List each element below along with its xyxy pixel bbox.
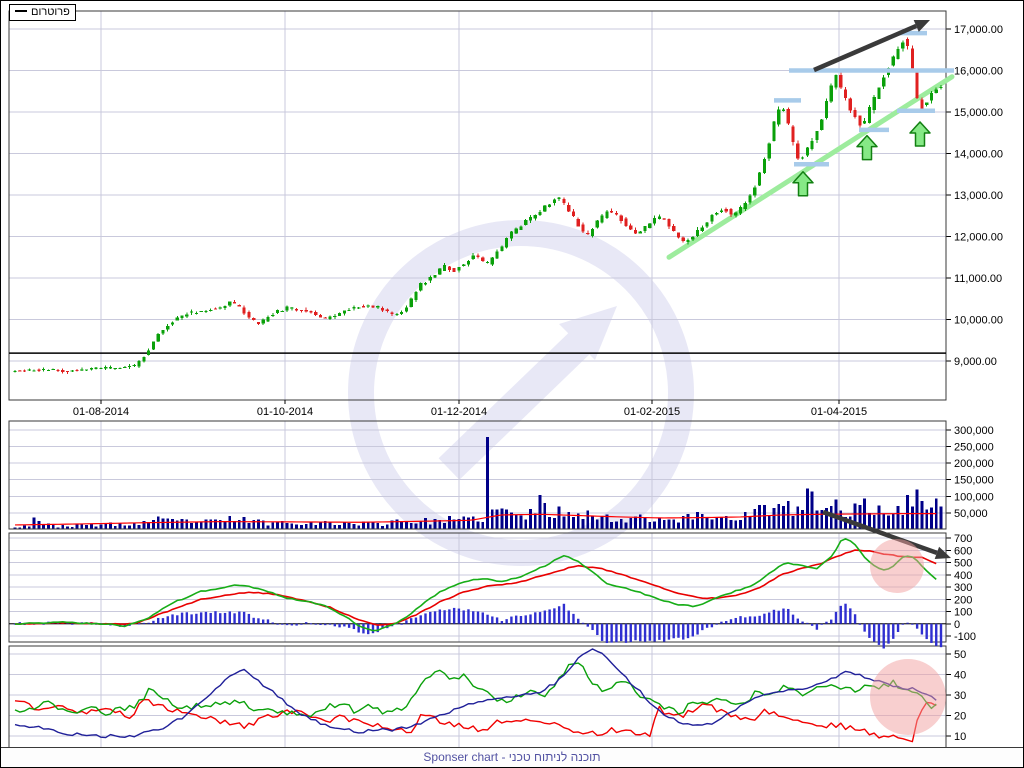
plus-di-line	[14, 662, 937, 718]
tick-label: 100,000	[954, 491, 994, 503]
tick-label: 10	[954, 731, 966, 743]
candlestick-series	[13, 37, 943, 374]
tick-label: 400	[954, 570, 972, 582]
tick-label: 20	[954, 711, 966, 723]
tick-label: 200	[954, 594, 972, 606]
tick-label: 40	[954, 670, 966, 682]
tick-label: 16,000.00	[954, 66, 1003, 78]
adx-line	[14, 648, 937, 739]
footer-bar: Sponser chart - תוכנה לניתוח טכני	[1, 747, 1023, 767]
buy-signal-up-arrow	[792, 171, 814, 197]
tick-label: -100	[954, 631, 976, 643]
tick-label: 0	[954, 619, 960, 631]
tick-label: 01-04-2015	[811, 406, 867, 418]
tick-label: 11,000.00	[954, 273, 1002, 285]
buy-signal-up-arrow	[909, 121, 931, 147]
tick-label: 01-10-2014	[257, 406, 313, 418]
minus-di-line	[14, 698, 937, 743]
tick-label: 50	[954, 649, 966, 661]
macd-series	[9, 538, 946, 649]
tick-label: 01-12-2014	[431, 406, 487, 418]
price-panel-frame[interactable]	[8, 10, 947, 401]
tick-label: 01-02-2015	[624, 406, 680, 418]
tick-label: 13,000.00	[954, 190, 1003, 202]
tick-label: 300	[954, 582, 972, 594]
tick-label: 100	[954, 607, 972, 619]
tick-label: 250,000	[954, 441, 994, 453]
tick-label: 500	[954, 558, 972, 570]
buy-signal-up-arrow	[856, 134, 878, 161]
watermark-logo	[348, 220, 694, 566]
tick-label: 150,000	[954, 475, 994, 487]
highlight-circle	[870, 659, 946, 735]
dmi-panel-frame[interactable]	[8, 645, 947, 750]
tick-label: 9,000.00	[954, 356, 997, 368]
legend-line-icon	[15, 10, 27, 13]
footer-branding: Sponser chart - תוכנה לניתוח טכני	[423, 750, 601, 764]
symbol-legend[interactable]: פרוטרום	[9, 4, 76, 21]
tick-label: 17,000.00	[954, 24, 1003, 36]
symbol-name: פרוטרום	[31, 6, 70, 18]
date-axis: 01-08-2014 01-10-2014 01-12-2014 01-02-2015…	[73, 400, 867, 418]
macd-panel-frame[interactable]	[8, 532, 947, 643]
tick-label: 30	[954, 690, 966, 702]
tick-label: 700	[954, 533, 972, 545]
dmi-series	[14, 648, 937, 743]
macd-line	[14, 538, 937, 632]
annotation-overlay	[813, 19, 951, 735]
volume-panel-grid: 50,000 100,000 150,000 200,000 250,000 300,00…	[9, 421, 994, 529]
volume-panel-frame[interactable]	[8, 420, 947, 530]
tick-label: 600	[954, 545, 972, 557]
tick-label: 200,000	[954, 458, 994, 470]
dmi-panel-grid: 10 20 30 40 50	[9, 646, 966, 749]
tick-label: 01-08-2014	[73, 406, 129, 418]
tick-label: 12,000.00	[954, 232, 1003, 244]
tick-label: 300,000	[954, 425, 994, 437]
tick-label: 50,000	[954, 508, 988, 520]
tick-label: 14,000.00	[954, 149, 1003, 161]
tick-label: 15,000.00	[954, 107, 1003, 119]
highlight-circle	[870, 539, 924, 593]
volume-ma-line	[14, 513, 937, 526]
macd-signal-line	[14, 549, 937, 626]
price-annotations-under	[9, 74, 955, 354]
tick-label: 10,000.00	[954, 315, 1003, 327]
